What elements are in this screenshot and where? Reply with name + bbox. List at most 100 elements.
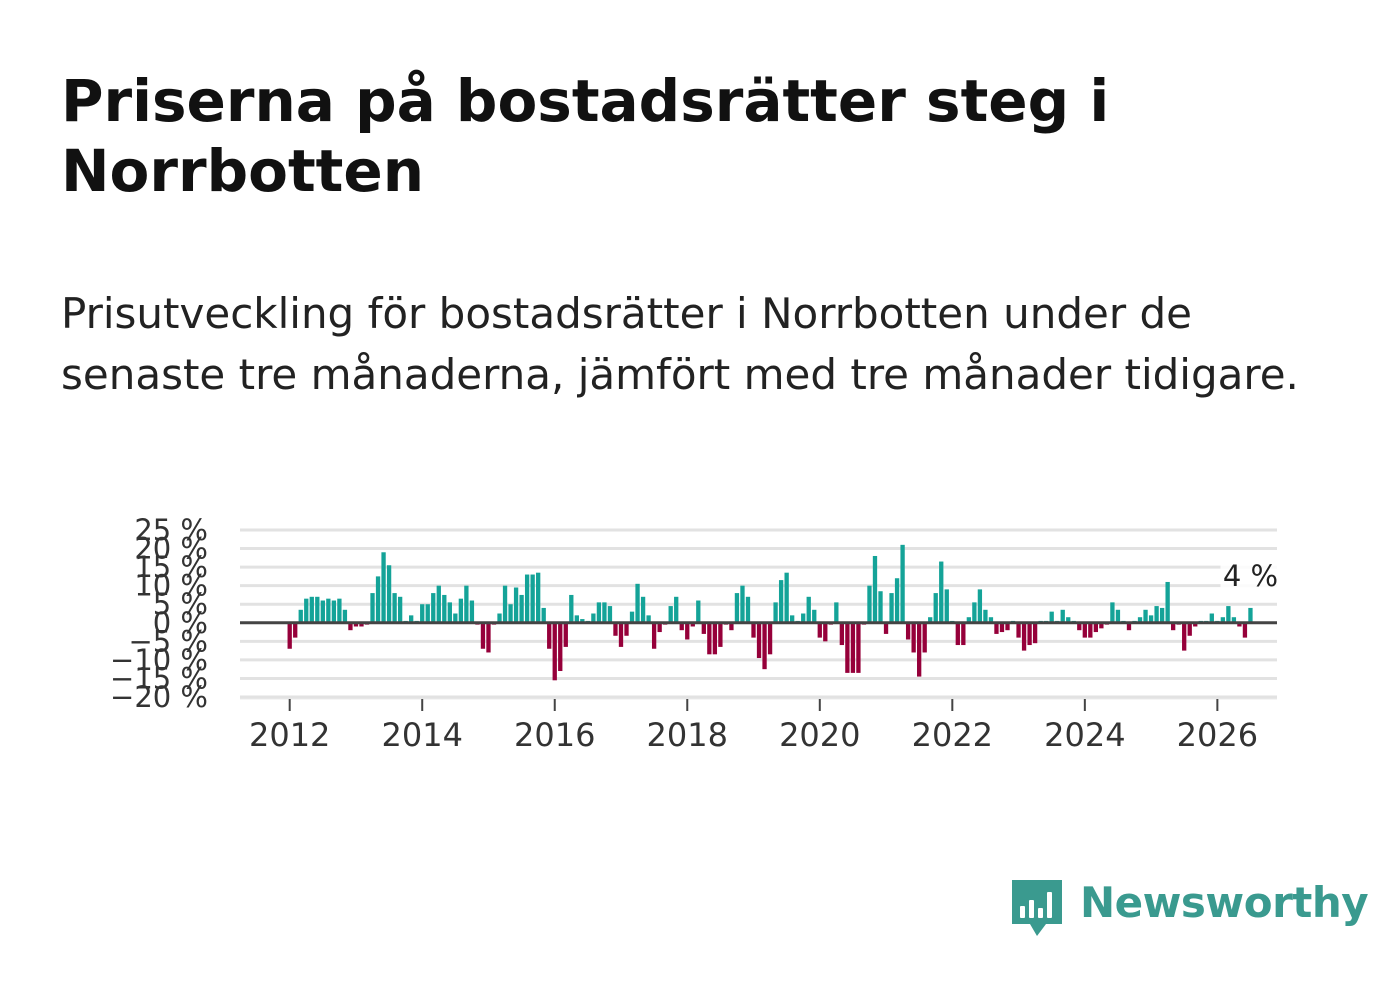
bar [1187,622,1192,636]
bar [1148,615,1154,623]
bar [1154,606,1159,623]
bar [602,602,607,623]
bar [701,622,706,634]
bar [740,585,745,623]
y-tick-label: −15 % [110,661,208,695]
bar [983,609,988,623]
bar [386,565,392,623]
bar [458,598,464,623]
bar [933,593,938,623]
bar [337,598,342,623]
bar [591,613,596,623]
bar [1110,602,1115,623]
bar [894,578,900,623]
x-tick-label: 2020 [779,716,860,754]
bar [1237,622,1242,627]
bar-series [287,544,1253,681]
bar [922,622,927,653]
bar [651,622,657,649]
y-tick-label: 15 % [134,550,208,584]
bar [541,607,546,623]
bar [999,622,1005,633]
bar [917,622,922,677]
bar-chart: 25 %20 %15 %10 %5 %0 %−5 %−10 %−15 %−20 … [110,513,1281,754]
bar [756,622,762,659]
bar [845,622,850,673]
bar [1088,622,1093,638]
bar [370,593,375,623]
bar [718,622,723,647]
bar [823,622,828,642]
bar [293,622,298,638]
bar [547,622,552,649]
bar [646,615,651,623]
bar [1226,606,1231,623]
bar [320,600,325,623]
y-tick-label: 5 % [153,587,208,621]
bar [1242,622,1248,638]
bar [1220,617,1226,623]
bar [613,622,618,636]
bar [778,580,784,623]
bar [453,613,458,623]
bar [988,617,994,623]
chart-subtitle: Prisutveckling för bostadsrätter i Norrb… [61,289,1299,399]
bar [359,622,364,627]
bar [375,576,381,623]
bar [1159,607,1165,623]
bar [1165,581,1170,623]
bar [867,585,872,623]
bar [900,544,905,623]
bar [1193,622,1198,627]
bar [342,609,348,623]
bar [431,593,436,623]
bar [397,596,403,623]
x-tick-label: 2026 [1177,716,1258,754]
bar [469,600,475,623]
bar [353,622,359,627]
y-tick-label: 25 % [134,513,208,547]
bar [856,622,861,673]
bar [326,598,331,623]
bar [563,622,568,647]
bar [513,587,519,623]
bar [839,622,845,646]
bar [569,594,574,623]
bar [939,561,944,623]
bar [905,622,911,640]
bar [784,572,789,623]
bar [1209,613,1214,623]
bar [640,596,646,623]
y-tick-label: 10 % [134,569,208,603]
x-tick-label: 2018 [647,716,728,754]
bar [1021,622,1027,651]
bar [668,606,673,623]
bar [834,602,839,623]
y-tick-label: −20 % [110,680,208,714]
bar [1171,622,1176,631]
bar [1032,622,1038,644]
bar [679,622,684,631]
y-tick-label: 0 % [153,606,208,640]
bar [558,622,563,672]
bar [1060,609,1065,623]
bar [745,596,751,623]
bar [961,622,966,646]
bar [536,572,541,623]
bar [889,593,894,623]
bar [425,604,430,623]
newsworthy-logo-icon [1012,880,1062,936]
y-tick-label: −5 % [128,624,208,658]
bar [911,622,916,653]
bar [812,609,817,623]
bar [972,602,977,623]
x-tick-label: 2022 [912,716,993,754]
bar [309,596,314,623]
bar [685,622,690,640]
bar [883,622,889,634]
bar [707,622,712,655]
bar [436,585,441,623]
x-tick-label: 2012 [249,716,330,754]
bar [872,555,878,623]
bar [629,611,635,623]
